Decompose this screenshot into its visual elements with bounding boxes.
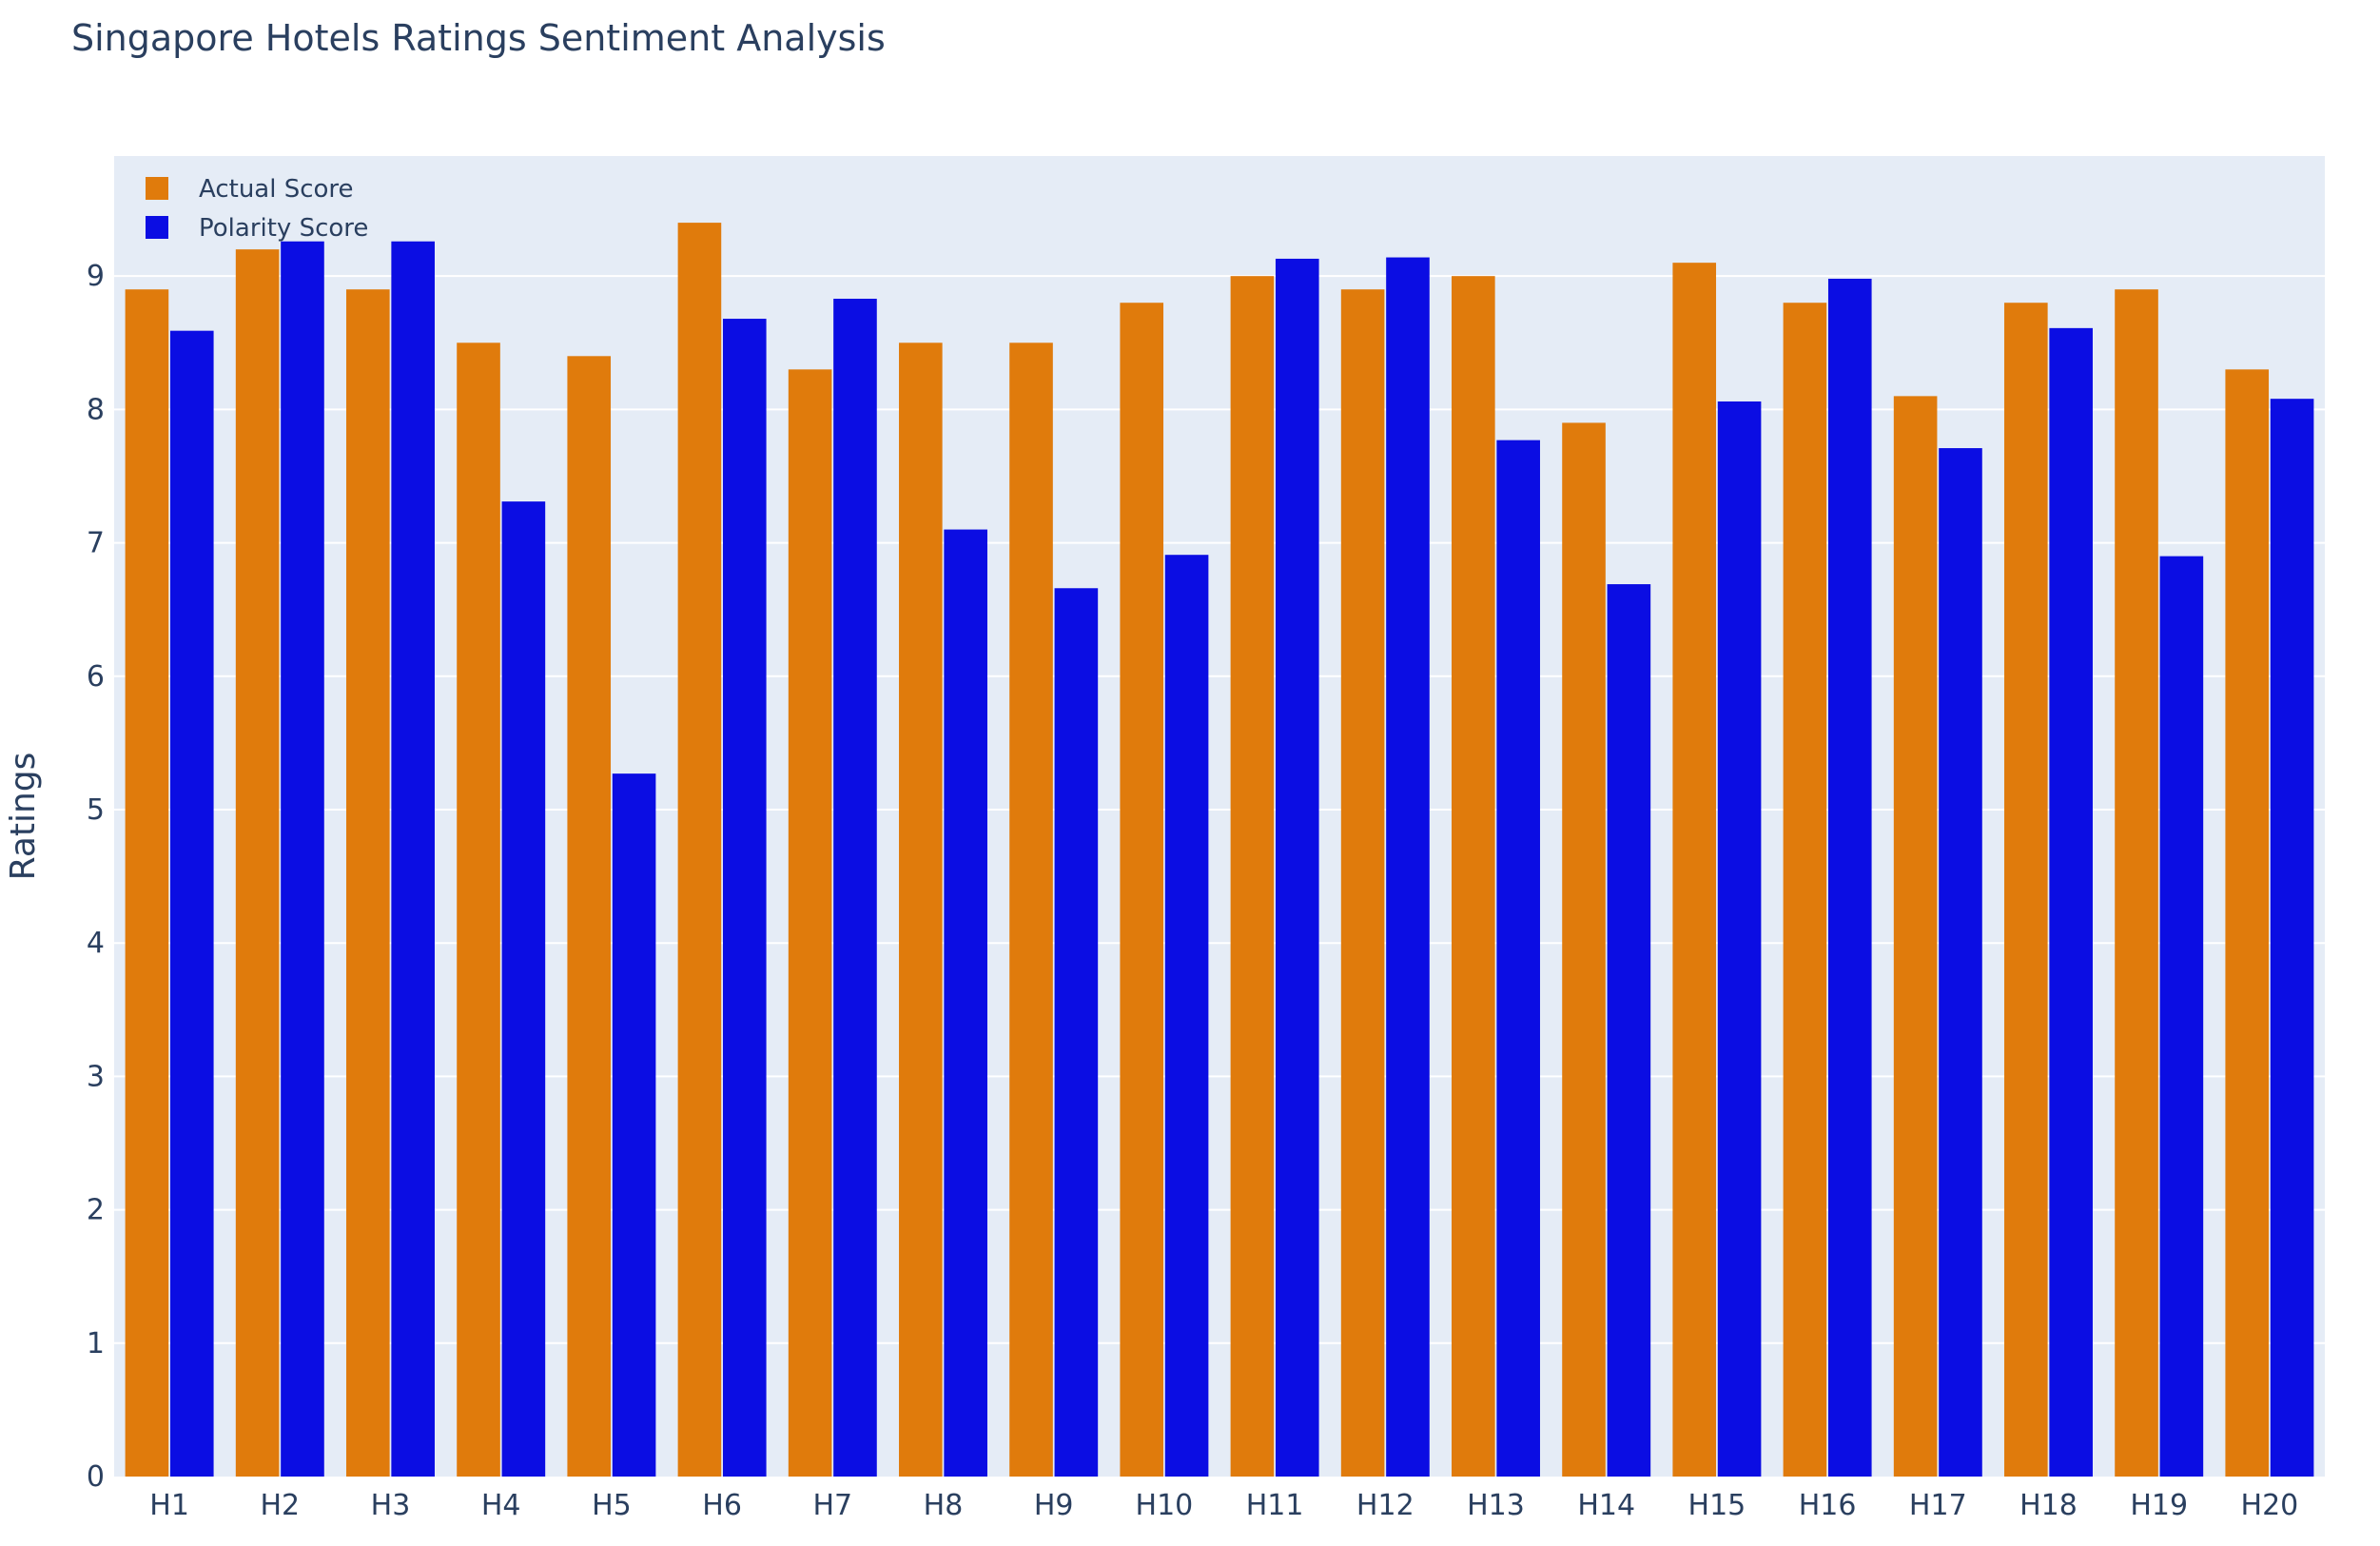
x-tick-label: H16 xyxy=(1799,1489,1857,1522)
bar-actual-score-h18[interactable] xyxy=(2004,303,2048,1478)
bar-actual-score-h19[interactable] xyxy=(2115,289,2158,1477)
bar-actual-score-h12[interactable] xyxy=(1340,289,1385,1477)
bar-actual-score-h8[interactable] xyxy=(899,342,943,1477)
x-tick-label: H13 xyxy=(1467,1489,1525,1522)
bar-polarity-score-h16[interactable] xyxy=(1827,278,1872,1478)
x-axis-ticks: H1 H2 H3 H4 H5 H6 H7 H8 H9 H10 H11 H12 H13 H14 H15 H16 H… xyxy=(149,1489,2298,1522)
x-tick-label: H18 xyxy=(2019,1489,2078,1522)
x-tick-label: H6 xyxy=(702,1489,742,1522)
bars xyxy=(125,223,2314,1478)
bar-actual-score-h2[interactable] xyxy=(235,249,280,1478)
x-tick-label: H12 xyxy=(1356,1489,1414,1522)
x-tick-label: H5 xyxy=(592,1489,632,1522)
x-tick-label: H10 xyxy=(1136,1489,1194,1522)
bar-polarity-score-h18[interactable] xyxy=(2049,327,2093,1477)
bar-polarity-score-h7[interactable] xyxy=(833,299,877,1478)
bar-polarity-score-h4[interactable] xyxy=(501,501,546,1477)
x-tick-label: H19 xyxy=(2130,1489,2188,1522)
bar-polarity-score-h2[interactable] xyxy=(281,241,324,1478)
legend-swatch[interactable] xyxy=(146,177,168,200)
bar-actual-score-h4[interactable] xyxy=(457,342,500,1477)
bar-actual-score-h6[interactable] xyxy=(677,223,722,1477)
bar-polarity-score-h13[interactable] xyxy=(1496,440,1540,1477)
y-tick-label: 4 xyxy=(87,927,105,960)
bar-polarity-score-h8[interactable] xyxy=(944,529,987,1477)
bar-polarity-score-h17[interactable] xyxy=(1939,448,1982,1477)
y-tick-label: 3 xyxy=(87,1060,105,1093)
bar-polarity-score-h9[interactable] xyxy=(1054,588,1099,1477)
x-tick-label: H9 xyxy=(1034,1489,1074,1522)
bar-polarity-score-h1[interactable] xyxy=(169,330,214,1477)
legend-swatch[interactable] xyxy=(146,216,168,239)
legend-label[interactable]: Actual Score xyxy=(199,175,354,204)
bar-polarity-score-h11[interactable] xyxy=(1275,258,1319,1477)
x-tick-label: H15 xyxy=(1688,1489,1746,1522)
bar-polarity-score-h20[interactable] xyxy=(2270,399,2314,1477)
bar-actual-score-h7[interactable] xyxy=(788,369,832,1477)
y-tick-label: 6 xyxy=(87,660,105,694)
x-tick-label: H2 xyxy=(260,1489,300,1522)
legend-label[interactable]: Polarity Score xyxy=(199,214,368,243)
plot-background xyxy=(114,156,2325,1477)
bar-actual-score-h1[interactable] xyxy=(125,289,169,1477)
bar-actual-score-h5[interactable] xyxy=(567,356,612,1478)
y-tick-label: 5 xyxy=(87,793,105,827)
bar-actual-score-h20[interactable] xyxy=(2225,369,2270,1477)
y-tick-label: 2 xyxy=(87,1194,105,1227)
y-tick-label: 9 xyxy=(87,260,105,293)
bar-actual-score-h10[interactable] xyxy=(1120,303,1164,1478)
x-tick-label: H20 xyxy=(2241,1489,2299,1522)
bar-actual-score-h9[interactable] xyxy=(1009,342,1053,1477)
bar-actual-score-h13[interactable] xyxy=(1452,276,1495,1477)
bar-polarity-score-h5[interactable] xyxy=(612,773,656,1477)
bar-polarity-score-h6[interactable] xyxy=(722,319,767,1477)
x-tick-label: H1 xyxy=(149,1489,189,1522)
bar-polarity-score-h12[interactable] xyxy=(1386,257,1430,1478)
bar-actual-score-h16[interactable] xyxy=(1783,303,1827,1478)
x-tick-label: H4 xyxy=(481,1489,521,1522)
bar-actual-score-h11[interactable] xyxy=(1230,276,1275,1477)
y-tick-label: 8 xyxy=(87,393,105,426)
chart-title: Singapore Hotels Ratings Sentiment Analy… xyxy=(71,17,886,59)
x-tick-label: H7 xyxy=(812,1489,852,1522)
x-tick-label: H14 xyxy=(1577,1489,1635,1522)
bar-actual-score-h17[interactable] xyxy=(1893,396,1938,1477)
bar-actual-score-h3[interactable] xyxy=(346,289,390,1477)
bar-actual-score-h15[interactable] xyxy=(1672,263,1717,1477)
bar-polarity-score-h19[interactable] xyxy=(2159,556,2204,1477)
x-tick-label: H11 xyxy=(1246,1489,1304,1522)
x-tick-label: H8 xyxy=(924,1489,964,1522)
bar-actual-score-h14[interactable] xyxy=(1562,422,1606,1477)
bar-polarity-score-h15[interactable] xyxy=(1717,401,1762,1478)
y-axis-label: Ratings xyxy=(4,753,43,881)
bar-polarity-score-h10[interactable] xyxy=(1164,555,1209,1477)
y-axis-ticks: 0 1 2 3 4 5 6 7 8 9 xyxy=(87,260,105,1494)
legend[interactable]: Actual Score Polarity Score xyxy=(146,175,368,243)
x-tick-label: H3 xyxy=(371,1489,411,1522)
y-tick-label: 7 xyxy=(87,527,105,560)
y-tick-label: 0 xyxy=(87,1460,105,1494)
x-tick-label: H17 xyxy=(1909,1489,1967,1522)
y-tick-label: 1 xyxy=(87,1327,105,1360)
bar-polarity-score-h3[interactable] xyxy=(391,241,435,1478)
bar-polarity-score-h14[interactable] xyxy=(1607,584,1651,1477)
